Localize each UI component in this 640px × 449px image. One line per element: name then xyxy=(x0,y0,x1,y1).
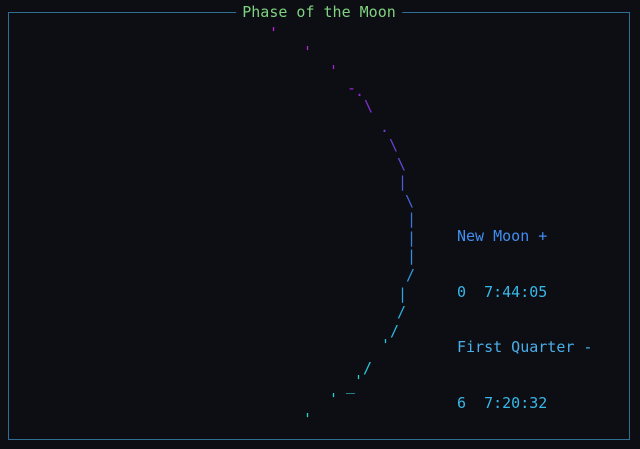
first-quarter-label: First Quarter - xyxy=(457,338,593,356)
moon-window-frame: Phase of the Moon xyxy=(8,2,630,440)
new-moon-label: New Moon + xyxy=(457,227,548,245)
phase-info: New Moon + 0 7:44:05 First Quarter - 6 7… xyxy=(457,190,592,431)
new-moon-time: 0 7:44:05 xyxy=(457,282,548,301)
first-quarter-time: 6 7:20:32 xyxy=(457,393,548,412)
window-title: Phase of the Moon xyxy=(236,2,402,22)
